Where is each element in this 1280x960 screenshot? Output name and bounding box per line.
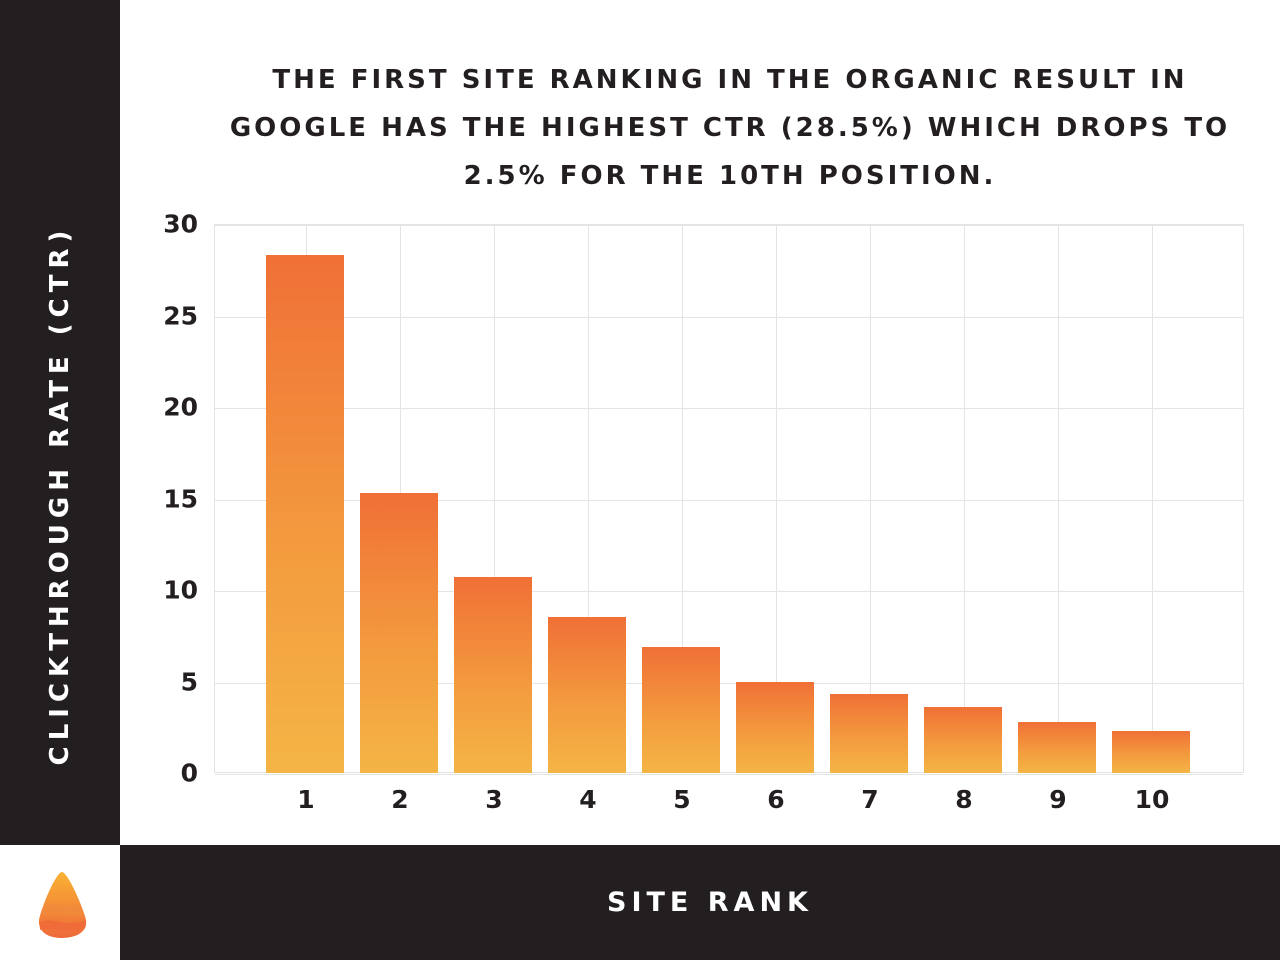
x-tick-label: 7 — [861, 785, 879, 814]
v-gridline — [1152, 225, 1153, 772]
x-tick-label: 4 — [579, 785, 597, 814]
v-gridline — [964, 225, 965, 772]
chart-title: THE FIRST SITE RANKING IN THE ORGANIC RE… — [200, 56, 1260, 200]
bar-rank-7 — [830, 694, 908, 773]
x-tick-label: 2 — [391, 785, 409, 814]
x-tick-label: 6 — [767, 785, 785, 814]
bar-rank-1 — [266, 255, 344, 773]
x-tick-label: 3 — [485, 785, 503, 814]
bar-rank-5 — [642, 646, 720, 773]
h-gridline — [215, 408, 1243, 409]
h-gridline — [215, 774, 1243, 775]
chart-title-line-2: GOOGLE HAS THE HIGHEST CTR (28.5%) WHICH… — [229, 113, 1231, 143]
v-gridline — [1058, 225, 1059, 772]
bar-rank-4 — [548, 617, 626, 773]
bar-rank-10 — [1112, 730, 1190, 773]
y-tick-label: 0 — [180, 758, 198, 788]
bar-rank-3 — [454, 577, 532, 773]
y-tick-label: 5 — [180, 667, 198, 696]
plot-area — [214, 224, 1244, 775]
bar-rank-2 — [360, 493, 438, 773]
h-gridline — [215, 591, 1243, 592]
v-gridline — [494, 225, 495, 772]
y-axis-label: CLICKTHROUGH RATE (CTR) — [45, 224, 75, 766]
h-gridline — [215, 316, 1243, 318]
x-axis-label: SITE RANK — [607, 887, 813, 918]
bar-rank-6 — [736, 681, 814, 773]
x-tick-label: 1 — [297, 785, 315, 814]
h-gridline — [215, 682, 1243, 684]
x-tick-label: 8 — [955, 785, 973, 814]
y-tick-label: 30 — [163, 209, 198, 239]
chart-title-line-3: 2.5% FOR THE 10TH POSITION. — [463, 161, 997, 191]
x-tick-label: 5 — [673, 785, 691, 814]
bar-rank-9 — [1018, 721, 1096, 773]
bar-rank-8 — [924, 707, 1002, 773]
h-gridline — [215, 225, 1243, 226]
v-gridline — [870, 225, 871, 772]
v-gridline — [776, 225, 777, 772]
x-tick-label: 9 — [1049, 785, 1067, 814]
y-tick-label: 10 — [163, 575, 198, 605]
chart-title-line-1: THE FIRST SITE RANKING IN THE ORGANIC RE… — [272, 65, 1188, 95]
v-gridline — [588, 225, 589, 772]
y-tick-label: 15 — [163, 484, 198, 513]
x-axis-band: SITE RANK — [120, 845, 1280, 960]
y-tick-label: 20 — [163, 392, 198, 422]
x-tick-label: 10 — [1134, 785, 1170, 814]
y-tick-label: 25 — [163, 301, 198, 330]
flame-drop-logo-icon — [38, 872, 87, 938]
v-gridline — [682, 225, 683, 772]
h-gridline — [215, 499, 1243, 501]
y-axis-band: CLICKTHROUGH RATE (CTR) — [0, 0, 120, 845]
